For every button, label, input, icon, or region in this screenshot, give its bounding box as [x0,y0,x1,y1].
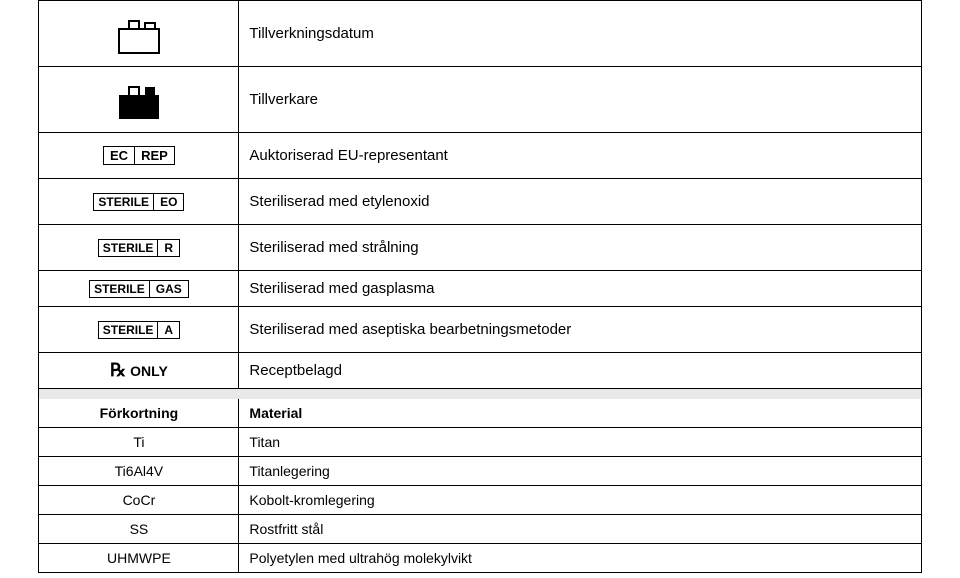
sterile-a-icon: STERILEA [98,321,180,339]
spacer-row [39,389,921,399]
icon-cell-manufacture-date [39,1,239,67]
abbr-cocr: CoCr [39,485,239,514]
rep-text: REP [134,147,174,164]
label-ecrep: Auktoriserad EU-representant [239,133,921,179]
abbr-ti: Ti [39,427,239,456]
material-uhmwpe: Polyetylen med ultrahög molekylvikt [239,543,921,572]
label-rx: Receptbelagd [239,353,921,389]
label-sterile-eo: Steriliserad med etylenoxid [239,179,921,225]
sterile-label: STERILE [90,281,149,297]
material-cocr: Kobolt-kromlegering [239,485,921,514]
icon-cell-ecrep: ECREP [39,133,239,179]
sterile-eo-icon: STERILEEO [93,193,184,211]
icon-cell-sterile-a: STERILEA [39,307,239,353]
rx-symbol: ℞ [110,360,126,380]
label-sterile-r: Steriliserad med strålning [239,225,921,271]
icon-cell-sterile-r: STERILER [39,225,239,271]
sterile-r-icon: STERILER [98,239,180,257]
abbr-ss: SS [39,514,239,543]
sterile-code: GAS [149,281,188,297]
manufacturer-icon [117,79,161,121]
icon-cell-manufacturer [39,67,239,133]
header-abbreviation: Förkortning [39,399,239,428]
label-sterile-a: Steriliserad med aseptiska bearbetningsm… [239,307,921,353]
header-material: Material [239,399,921,428]
label-manufacture-date: Tillverkningsdatum [239,1,921,67]
symbol-definition-table: Tillverkningsdatum Tillverkare ECREP Auk… [38,0,921,573]
abbr-uhmwpe: UHMWPE [39,543,239,572]
sterile-code: R [157,240,179,256]
sterile-label: STERILE [94,194,153,210]
icon-cell-sterile-gas: STERILEGAS [39,271,239,307]
rx-only-icon: ℞ONLY [110,360,168,380]
sterile-code: A [157,322,179,338]
sterile-label: STERILE [99,322,158,338]
material-ti6al4v: Titanlegering [239,456,921,485]
label-manufacturer: Tillverkare [239,67,921,133]
rx-only-text: ONLY [130,363,168,379]
label-sterile-gas: Steriliserad med gasplasma [239,271,921,307]
abbr-ti6al4v: Ti6Al4V [39,456,239,485]
sterile-gas-icon: STERILEGAS [89,280,189,298]
sterile-code: EO [153,194,183,210]
icon-cell-sterile-eo: STERILEEO [39,179,239,225]
material-ss: Rostfritt stål [239,514,921,543]
sterile-label: STERILE [99,240,158,256]
material-ti: Titan [239,427,921,456]
ec-text: EC [104,147,134,164]
manufacture-date-icon [117,13,161,55]
ec-rep-icon: ECREP [103,146,175,165]
icon-cell-rx: ℞ONLY [39,353,239,389]
